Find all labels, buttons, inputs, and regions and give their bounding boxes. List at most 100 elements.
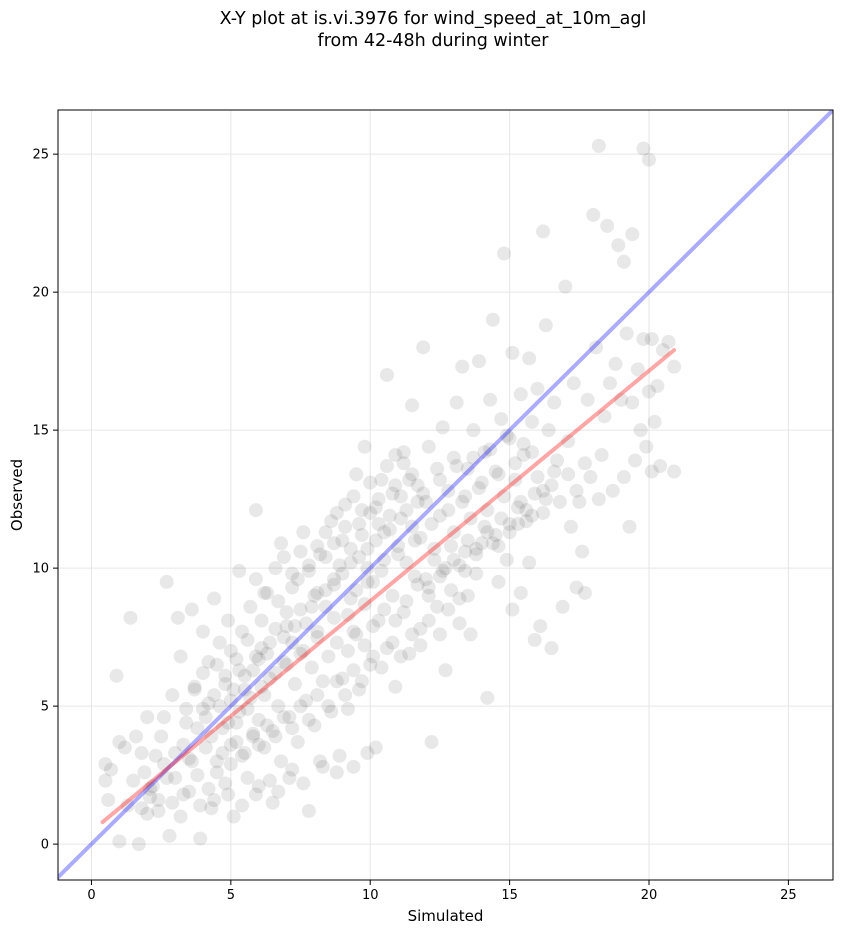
data-point [293,699,308,714]
data-point [159,770,174,785]
data-point [410,494,425,509]
data-point [226,682,241,697]
data-point [474,475,489,490]
data-point [315,674,330,689]
data-point [165,688,180,703]
data-point [530,470,545,485]
data-point [555,599,570,614]
data-point [229,715,244,730]
data-point [129,729,144,744]
data-point [221,787,236,802]
data-point [251,712,266,727]
data-point [600,218,615,233]
data-point [234,624,249,639]
data-point [246,663,261,678]
data-point [418,572,433,587]
y-tick-label: 20 [32,286,49,301]
y-tick-label: 10 [32,562,49,577]
data-point [469,566,484,581]
data-point [201,696,216,711]
data-point [201,781,216,796]
data-point [458,544,473,559]
data-point [441,602,456,617]
data-point [329,765,344,780]
data-point [357,638,372,653]
data-point [505,602,520,617]
data-point [644,464,659,479]
data-point [343,591,358,606]
data-point [223,643,238,658]
data-point [363,505,378,520]
data-point [112,735,127,750]
data-point [195,666,210,681]
data-point [151,804,166,819]
data-point [142,790,157,805]
data-point [251,779,266,794]
data-point [491,574,506,589]
data-point [561,434,576,449]
data-point [538,318,553,333]
data-point [248,572,263,587]
data-point [502,525,517,540]
data-point [516,447,531,462]
data-point [463,511,478,526]
data-point [338,497,353,512]
data-point [366,649,381,664]
data-point [187,682,202,697]
data-point [485,312,500,327]
identity-line [58,110,833,880]
data-point [313,754,328,769]
data-point [223,693,238,708]
data-point [616,254,631,269]
data-point [452,558,467,573]
data-point [134,801,149,816]
data-point [432,627,447,642]
data-point [441,503,456,518]
data-point [248,649,263,664]
data-point [335,671,350,686]
data-point [580,392,595,407]
data-point [262,671,277,686]
data-point [329,505,344,520]
data-point [195,624,210,639]
data-point [218,677,233,692]
data-point [140,806,155,821]
data-point [326,572,341,587]
data-point [393,489,408,504]
y-tick-label: 25 [32,148,49,163]
data-point [165,795,180,810]
data-point [243,599,258,614]
chart-title: X-Y plot at is.vi.3976 for wind_speed_at… [0,8,843,52]
data-point [310,688,325,703]
data-point [427,552,442,567]
data-point [644,332,659,347]
data-point [572,494,587,509]
data-point [101,792,116,807]
data-point [536,224,551,239]
data-point [134,746,149,761]
data-point [379,641,394,656]
data-point [469,541,484,556]
data-point [268,666,283,681]
data-point [550,453,565,468]
data-point [304,599,319,614]
data-point [346,663,361,678]
data-point [510,500,525,515]
data-point [293,646,308,661]
data-point [405,467,420,482]
data-point [566,376,581,391]
data-point [371,613,386,628]
data-point [301,563,316,578]
data-point [402,472,417,487]
data-point [491,539,506,554]
data-point [352,516,367,531]
data-point [452,591,467,606]
data-point [497,246,512,261]
data-point [310,624,325,639]
data-point [176,737,191,752]
data-point [338,519,353,534]
data-point [221,715,236,730]
data-point [326,577,341,592]
data-point [388,679,403,694]
data-point [377,525,392,540]
